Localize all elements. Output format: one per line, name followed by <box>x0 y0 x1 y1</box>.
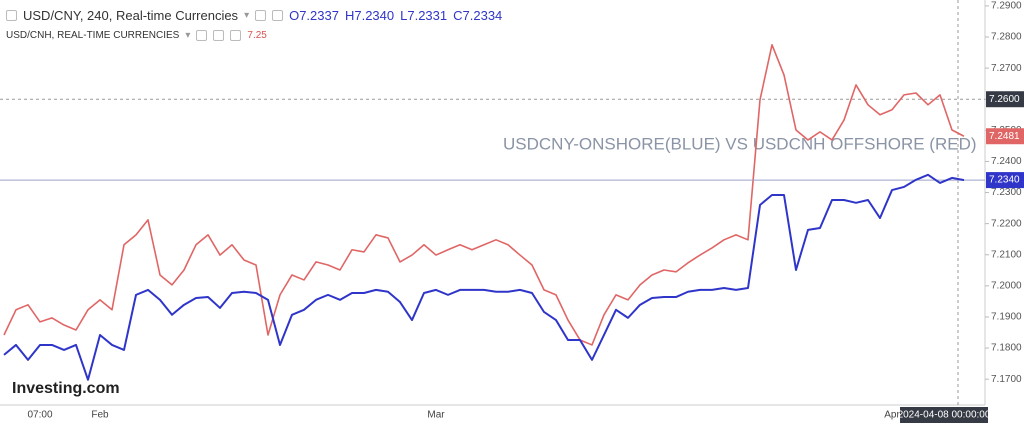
visibility-icon[interactable] <box>196 30 208 41</box>
settings-icon[interactable] <box>213 30 225 41</box>
y-tick-label: 7.2100 <box>991 249 1022 260</box>
y-tick-label: 7.1800 <box>991 343 1022 354</box>
compare-title: USD/CNH, REAL-TIME CURRENCIES <box>6 30 180 41</box>
crosshair-price-label: 7.2600 <box>989 94 1020 105</box>
collapse-icon[interactable] <box>6 10 17 21</box>
y-tick-label: 7.2800 <box>991 32 1022 43</box>
annotation: USDCNY-ONSHORE(BLUE) VS USDCNH OFFSHORE … <box>503 134 977 153</box>
crosshair-time-label: 2024-04-08 00:00:00 <box>898 410 991 421</box>
y-tick-label: 7.2200 <box>991 218 1022 229</box>
y-tick-label: 7.2400 <box>991 156 1022 167</box>
last-price-box <box>986 128 1024 145</box>
x-tick-label: 07:00 <box>27 410 52 421</box>
compare-value: 7.25 <box>247 30 267 41</box>
y-tick-label: 7.2900 <box>991 1 1022 12</box>
last-price-box <box>986 172 1024 189</box>
x-tick-label: Feb <box>91 410 109 421</box>
series-line <box>3 173 965 381</box>
settings-icon[interactable] <box>272 10 284 21</box>
ohlc-open: O7.2337 <box>289 8 339 23</box>
watermark: Investing.com <box>12 380 120 397</box>
last-price-label: 7.2481 <box>989 131 1020 142</box>
symbol-title: USD/CNY, 240, Real-time Currencies <box>23 8 239 23</box>
visibility-icon[interactable] <box>255 10 267 21</box>
x-tick-label: Apr <box>884 410 900 421</box>
legend-main: USD/CNY, 240, Real-time Currencies ▾ O7.… <box>6 8 502 23</box>
y-tick-label: 7.2000 <box>991 280 1022 291</box>
crosshair-time-box <box>900 407 988 423</box>
x-tick-label: Mar <box>427 410 445 421</box>
ohlc-high: H7.2340 <box>344 8 395 23</box>
y-tick-label: 7.2700 <box>991 63 1022 74</box>
ohlc-low: L7.2331 <box>400 8 448 23</box>
y-tick-label: 7.1900 <box>991 312 1022 323</box>
last-price-label: 7.2340 <box>989 175 1020 186</box>
series-line <box>3 43 965 346</box>
dropdown-icon[interactable]: ▾ <box>185 30 191 41</box>
remove-icon[interactable] <box>230 30 242 41</box>
y-tick-label: 7.1700 <box>991 374 1022 385</box>
y-tick-label: 7.2300 <box>991 187 1022 198</box>
ohlc-close: C7.2334 <box>453 8 503 23</box>
dropdown-icon[interactable]: ▾ <box>244 10 250 21</box>
legend-compare: USD/CNH, REAL-TIME CURRENCIES ▾ 7.25 <box>6 30 267 41</box>
crosshair-price-box <box>986 91 1024 108</box>
